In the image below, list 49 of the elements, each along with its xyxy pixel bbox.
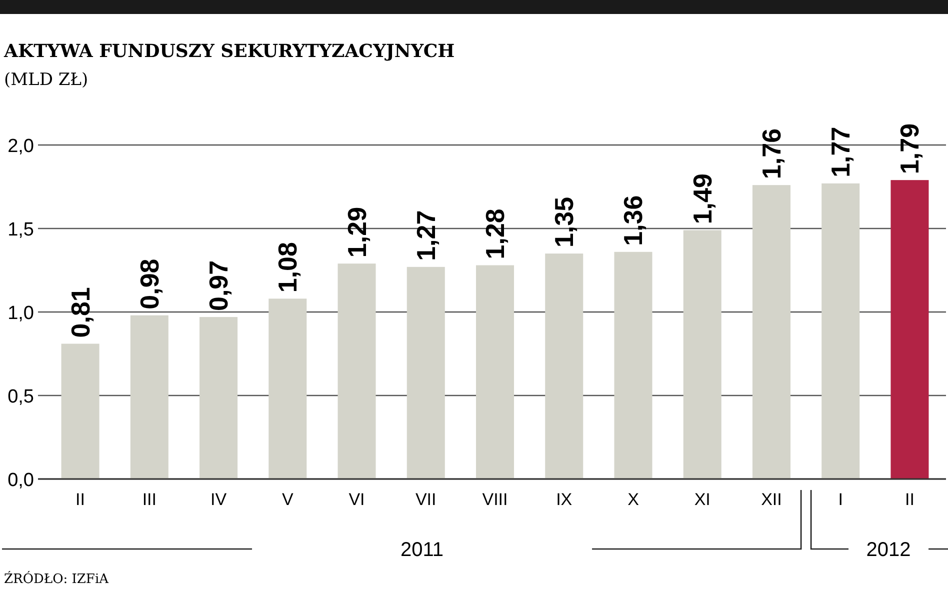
bar	[61, 344, 100, 479]
bar	[200, 317, 238, 479]
text: 2012	[866, 539, 911, 561]
y-tick-label: 2,0	[8, 136, 34, 157]
data-label: 1,79	[894, 123, 925, 174]
x-tick-label: XII	[761, 490, 782, 509]
x-tick-label: I	[838, 490, 843, 509]
y-tick-label: 1,5	[8, 220, 34, 240]
x-tick-label: X	[628, 490, 639, 509]
text: 2011	[400, 539, 444, 561]
bar	[822, 183, 860, 479]
bar	[130, 315, 168, 479]
chart-title: AKTYWA FUNDUSZY SEKURYTYZACYJNYCH	[3, 41, 455, 62]
x-tick-label: II	[76, 490, 86, 509]
x-tick-label: VI	[348, 490, 365, 509]
bar	[406, 266, 445, 479]
x-tick-label: IX	[556, 490, 572, 509]
bar	[338, 264, 376, 479]
bar	[268, 298, 307, 479]
bar	[890, 180, 929, 479]
bar	[683, 230, 722, 479]
data-label: 1,77	[826, 126, 856, 178]
data-label: 1,76	[756, 128, 786, 180]
data-label: 0,98	[134, 258, 164, 310]
bar	[752, 185, 790, 479]
x-tick-label: VII	[415, 490, 436, 509]
data-label: 1,29	[342, 206, 372, 258]
data-label: 0,81	[65, 287, 96, 338]
bar	[476, 265, 514, 479]
data-label: 1,08	[272, 242, 303, 293]
x-tick-label: V	[282, 490, 294, 509]
x-tick-label: II	[904, 490, 914, 509]
x-tick-label: VIII	[482, 490, 508, 509]
data-label: 1,35	[549, 196, 580, 248]
chart-subtitle: (MLD ZŁ)	[4, 70, 88, 90]
x-tick-label: III	[142, 490, 156, 509]
y-tick-label: 0,0	[8, 470, 34, 491]
y-tick-label: 0,5	[8, 386, 34, 408]
data-label: 1,27	[410, 210, 441, 261]
data-label: 1,36	[618, 195, 648, 246]
bar	[545, 254, 584, 479]
x-tick-label: XI	[694, 490, 710, 509]
data-label: 1,28	[480, 208, 510, 260]
x-tick-label: IV	[210, 490, 228, 509]
bar	[614, 252, 652, 479]
y-tick-label: 1,0	[8, 303, 34, 324]
data-label: 0,97	[204, 260, 234, 312]
text: ŹRÓDŁO: IZFiA	[4, 570, 110, 587]
data-label: 1,49	[687, 174, 718, 224]
